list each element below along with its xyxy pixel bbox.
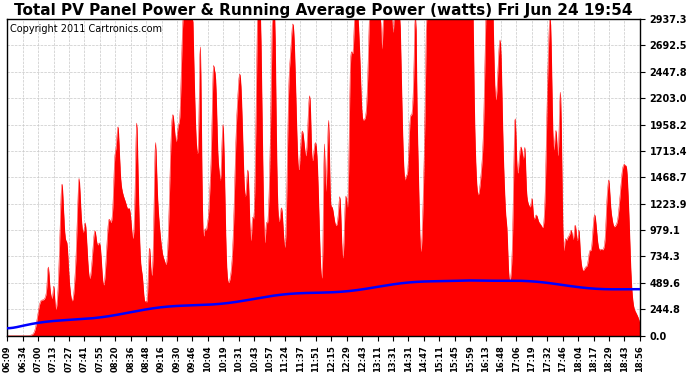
Title: Total PV Panel Power & Running Average Power (watts) Fri Jun 24 19:54: Total PV Panel Power & Running Average P… [14,3,633,18]
Text: Copyright 2011 Cartronics.com: Copyright 2011 Cartronics.com [10,24,162,34]
